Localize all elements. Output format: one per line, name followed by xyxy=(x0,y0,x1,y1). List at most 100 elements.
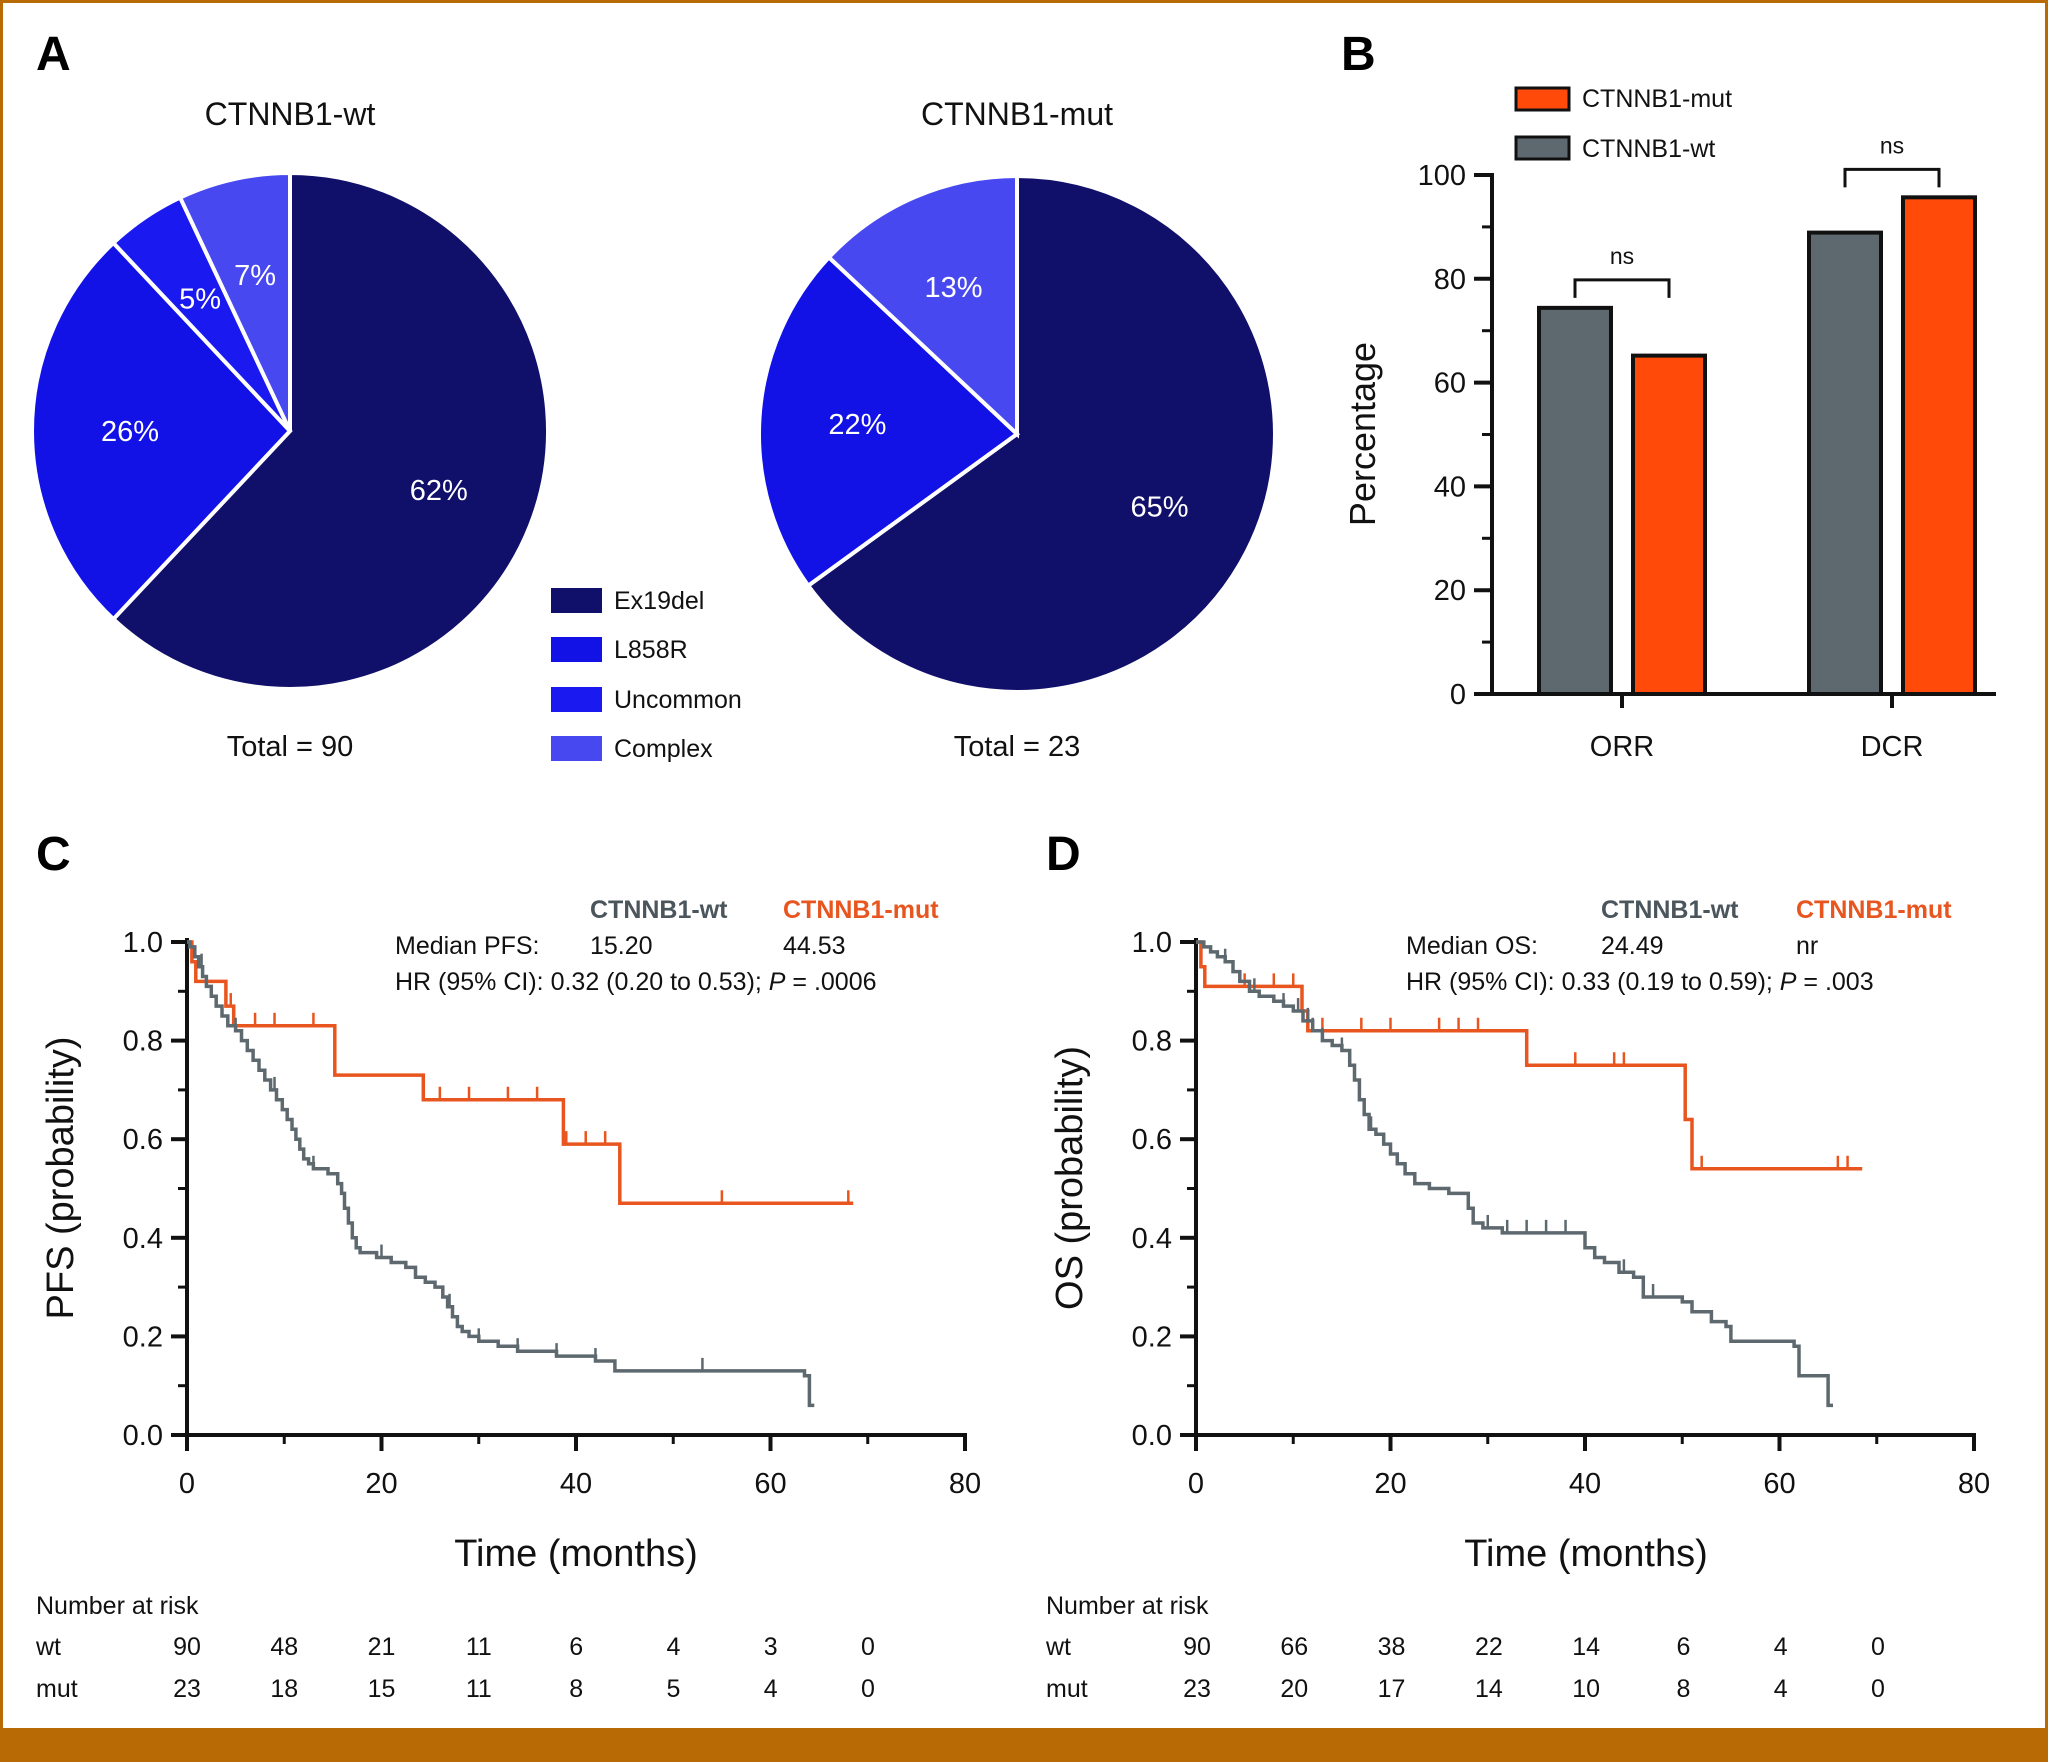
km-y-tick-label: 0.0 xyxy=(1132,1420,1172,1452)
pie-mut: 65% 22% 13% xyxy=(757,173,1277,694)
km-x-tick-label: 80 xyxy=(949,1468,981,1500)
risk-value-mut: 18 xyxy=(270,1675,298,1703)
os-median-label: Median OS: xyxy=(1406,932,1538,960)
pie-slice-l858r xyxy=(757,254,1021,589)
risk-row-label-wt: wt xyxy=(1045,1633,1071,1661)
pie-slice-label: 13% xyxy=(924,272,982,304)
panel-d-letter: D xyxy=(1046,828,1081,881)
panel-a: A CTNNB1-wt 62% 26% 5% 7% Total = 90 CTNNB1… xyxy=(30,28,1277,763)
bar-y-tick-label: 0 xyxy=(1450,679,1466,711)
panel-c: C 0.00.20.40.60.81.00 20 40 60 80 PFS (proba… xyxy=(35,828,981,1703)
pfs-median-label: Median PFS: xyxy=(395,932,540,960)
km-x-tick-label: 80 xyxy=(1958,1468,1990,1500)
os-header-mut: CTNNB1-mut xyxy=(1796,896,1952,924)
risk-value-wt: 90 xyxy=(1183,1633,1211,1661)
km-x-tick-label: 40 xyxy=(560,1468,592,1500)
km-y-tick-label: 1.0 xyxy=(123,927,163,959)
km-x-tick-label: 60 xyxy=(754,1468,786,1500)
os-median-wt: 24.49 xyxy=(1601,932,1664,960)
bar-orr-ctnnb1-wt xyxy=(1537,305,1613,696)
risk-row-label-mut: mut xyxy=(1046,1675,1088,1703)
pie-wt-title: CTNNB1-wt xyxy=(205,96,376,132)
os-median-mut: nr xyxy=(1796,932,1818,960)
os-p-label: P xyxy=(1780,968,1797,996)
risk-value-wt: 0 xyxy=(861,1633,875,1661)
bar-dcr-ctnnb1-wt xyxy=(1807,230,1883,696)
km-chart-pfs: 0.0 0.2 0.4 0.6 0.8 1.0 0 20 40 60 80 xyxy=(123,927,981,1500)
risk-value-wt: 6 xyxy=(569,1633,583,1661)
legend-label-l858r: L858R xyxy=(614,636,688,664)
pie-slice-label: 62% xyxy=(410,475,468,507)
legend-swatch-ex19del xyxy=(551,588,602,613)
risk-value-mut: 10 xyxy=(1572,1675,1600,1703)
km-x-tick-label: 40 xyxy=(1569,1468,1601,1500)
pfs-hr-text: HR (95% CI): 0.32 (0.20 to 0.53); xyxy=(395,968,769,996)
km-y-tick-label: 0.8 xyxy=(123,1026,163,1058)
bar-y-tick-label: 80 xyxy=(1434,264,1466,296)
risk-value-mut: 23 xyxy=(173,1675,201,1703)
bar-orr-ctnnb1-mut xyxy=(1631,353,1707,696)
legend-label-wt: CTNNB1-wt xyxy=(1582,135,1715,163)
pfs-p-label: P xyxy=(769,968,786,996)
km-y-tick-label: 1.0 xyxy=(1132,927,1172,959)
panel-a-letter: A xyxy=(36,28,71,81)
panel-b: B CTNNB1-mut CTNNB1-wt 0 20 40 60 80 100 ns ORR… xyxy=(1341,28,1996,763)
os-risk-table: wt 90 66 38 22 14 6 4 0 mut 23 20 17 14 10 8 4 0 xyxy=(1045,1633,1885,1703)
legend-label-complex: Complex xyxy=(614,735,713,763)
pie-slice-label: 26% xyxy=(101,416,159,448)
risk-value-wt: 90 xyxy=(173,1633,201,1661)
legend-swatch-l858r xyxy=(551,637,602,662)
pie-wt-total: Total = 90 xyxy=(227,731,354,763)
os-y-axis-label: OS (probability) xyxy=(1049,1046,1091,1310)
km-chart-os: 0.0 0.2 0.4 0.6 0.8 1.0 0 20 40 60 80 xyxy=(1132,927,1990,1500)
km-x-tick-label: 60 xyxy=(1763,1468,1795,1500)
significance-label: ns xyxy=(1610,243,1634,269)
risk-value-wt: 66 xyxy=(1280,1633,1308,1661)
risk-value-wt: 4 xyxy=(1774,1633,1788,1661)
km-y-tick-label: 0.0 xyxy=(123,1420,163,1452)
pie-slice-label: 65% xyxy=(1131,492,1189,524)
pie-slice-complex xyxy=(177,170,292,432)
km-y-tick-label: 0.6 xyxy=(123,1124,163,1156)
os-risk-title: Number at risk xyxy=(1046,1592,1209,1620)
risk-value-wt: 22 xyxy=(1475,1633,1503,1661)
bar-chart: 0 20 40 60 80 100 ns ORR ns DCR xyxy=(1418,132,1996,763)
km-x-tick-label: 20 xyxy=(1374,1468,1406,1500)
risk-value-wt: 11 xyxy=(466,1633,492,1661)
risk-value-wt: 0 xyxy=(1871,1633,1885,1661)
pie-legend: Ex19del L858R Uncommon Complex xyxy=(551,587,742,763)
pfs-x-axis-label: Time (months) xyxy=(454,1533,698,1575)
pie-slice-ex19del xyxy=(110,170,550,691)
os-p-value: = .003 xyxy=(1796,968,1873,996)
legend-swatch-complex xyxy=(551,736,602,761)
risk-value-mut: 4 xyxy=(764,1675,778,1703)
km-y-tick-label: 0.4 xyxy=(1132,1223,1172,1255)
risk-value-mut: 8 xyxy=(1676,1675,1690,1703)
risk-value-mut: 14 xyxy=(1475,1675,1503,1703)
risk-row-label-mut: mut xyxy=(36,1675,78,1703)
km-curve-ctnnb1-mut xyxy=(187,940,854,1206)
risk-value-wt: 4 xyxy=(666,1633,680,1661)
pie-mut-title: CTNNB1-mut xyxy=(921,96,1113,132)
risk-value-mut: 15 xyxy=(368,1675,396,1703)
pfs-risk-title: Number at risk xyxy=(36,1592,199,1620)
risk-value-mut: 5 xyxy=(666,1675,680,1703)
km-y-tick-label: 0.6 xyxy=(1132,1124,1172,1156)
pie-slice-complex xyxy=(826,173,1019,439)
pfs-median-wt: 15.20 xyxy=(590,932,653,960)
significance-bracket xyxy=(1843,167,1941,188)
pie-slice-label: 5% xyxy=(179,284,221,316)
pfs-y-axis-label: PFS (probability) xyxy=(40,1037,82,1320)
panel-b-letter: B xyxy=(1341,28,1376,81)
km-x-tick-label: 20 xyxy=(365,1468,397,1500)
risk-value-wt: 3 xyxy=(764,1633,778,1661)
risk-value-mut: 8 xyxy=(569,1675,583,1703)
os-hr-line: HR (95% CI): 0.33 (0.19 to 0.59); P = .0… xyxy=(1406,968,1874,996)
pfs-risk-table: wt 90 48 21 11 6 4 3 0 mut 23 18 15 11 8 5 4 0 xyxy=(35,1633,875,1703)
pie-mut-total: Total = 23 xyxy=(954,731,1081,763)
pie-slice-label: 22% xyxy=(828,409,886,441)
bar-y-axis-label: Percentage xyxy=(1342,342,1383,526)
pie-slice-l858r xyxy=(30,240,293,622)
bar-y-tick-label: 60 xyxy=(1434,368,1466,400)
